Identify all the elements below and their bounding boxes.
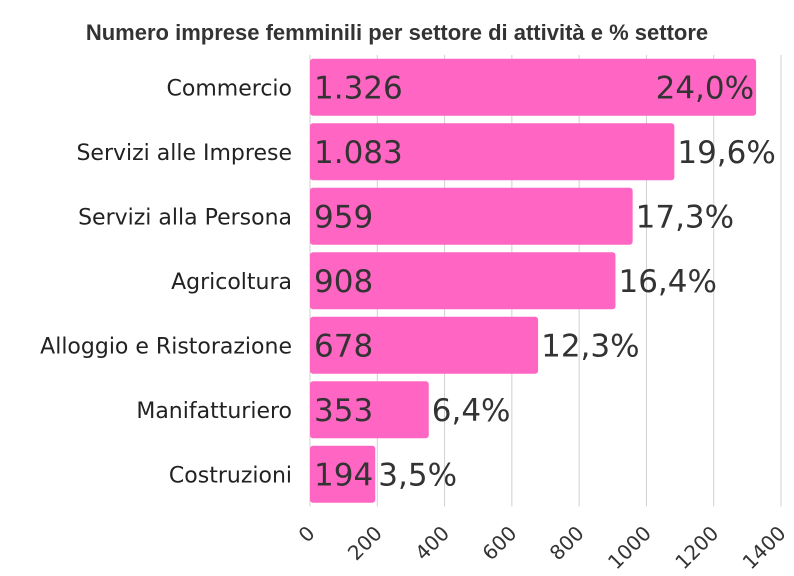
value-label-2: 959 [314, 199, 373, 235]
value-label-0: 1.326 [314, 70, 403, 106]
percent-label-3: 16,4% [618, 264, 716, 300]
percent-label-6: 3,5% [378, 457, 457, 493]
x-tick-label-6: 1200 [670, 521, 723, 574]
category-labels: Commercio Servizi alle Imprese Servizi all… [40, 76, 292, 488]
category-label-0: Commercio [167, 76, 292, 101]
x-tick-label-4: 800 [545, 521, 589, 565]
x-tick-label-2: 400 [410, 521, 454, 565]
x-tick-label-3: 600 [477, 521, 521, 565]
value-label-3: 908 [314, 264, 373, 300]
x-tick-label-7: 1400 [738, 521, 791, 574]
value-label-4: 678 [314, 328, 373, 364]
percent-label-5: 6,4% [432, 393, 511, 429]
category-label-5: Manifatturiero [136, 399, 292, 424]
bar-chart: Numero imprese femminili per settore di … [0, 0, 794, 576]
chart-title: Numero imprese femminili per settore di … [86, 20, 708, 45]
percent-label-4: 12,3% [541, 328, 639, 364]
value-label-5: 353 [314, 393, 373, 429]
x-axis-tick-labels: 0 200 400 600 800 1000 1200 1400 [294, 521, 791, 574]
x-tick-label-5: 1000 [603, 521, 656, 574]
category-label-1: Servizi alle Imprese [76, 141, 292, 166]
value-label-1: 1.083 [314, 135, 403, 171]
x-tick-label-0: 0 [294, 521, 320, 547]
percent-label-2: 17,3% [636, 199, 734, 235]
category-label-6: Costruzioni [169, 463, 292, 488]
category-label-4: Alloggio e Ristorazione [40, 334, 292, 359]
value-label-6: 194 [314, 457, 373, 493]
category-label-2: Servizi alla Persona [78, 205, 292, 230]
percent-label-0: 24,0% [656, 70, 754, 106]
x-tick-label-1: 200 [343, 521, 387, 565]
percent-label-1: 19,6% [677, 135, 775, 171]
category-label-3: Agricoltura [171, 270, 292, 295]
